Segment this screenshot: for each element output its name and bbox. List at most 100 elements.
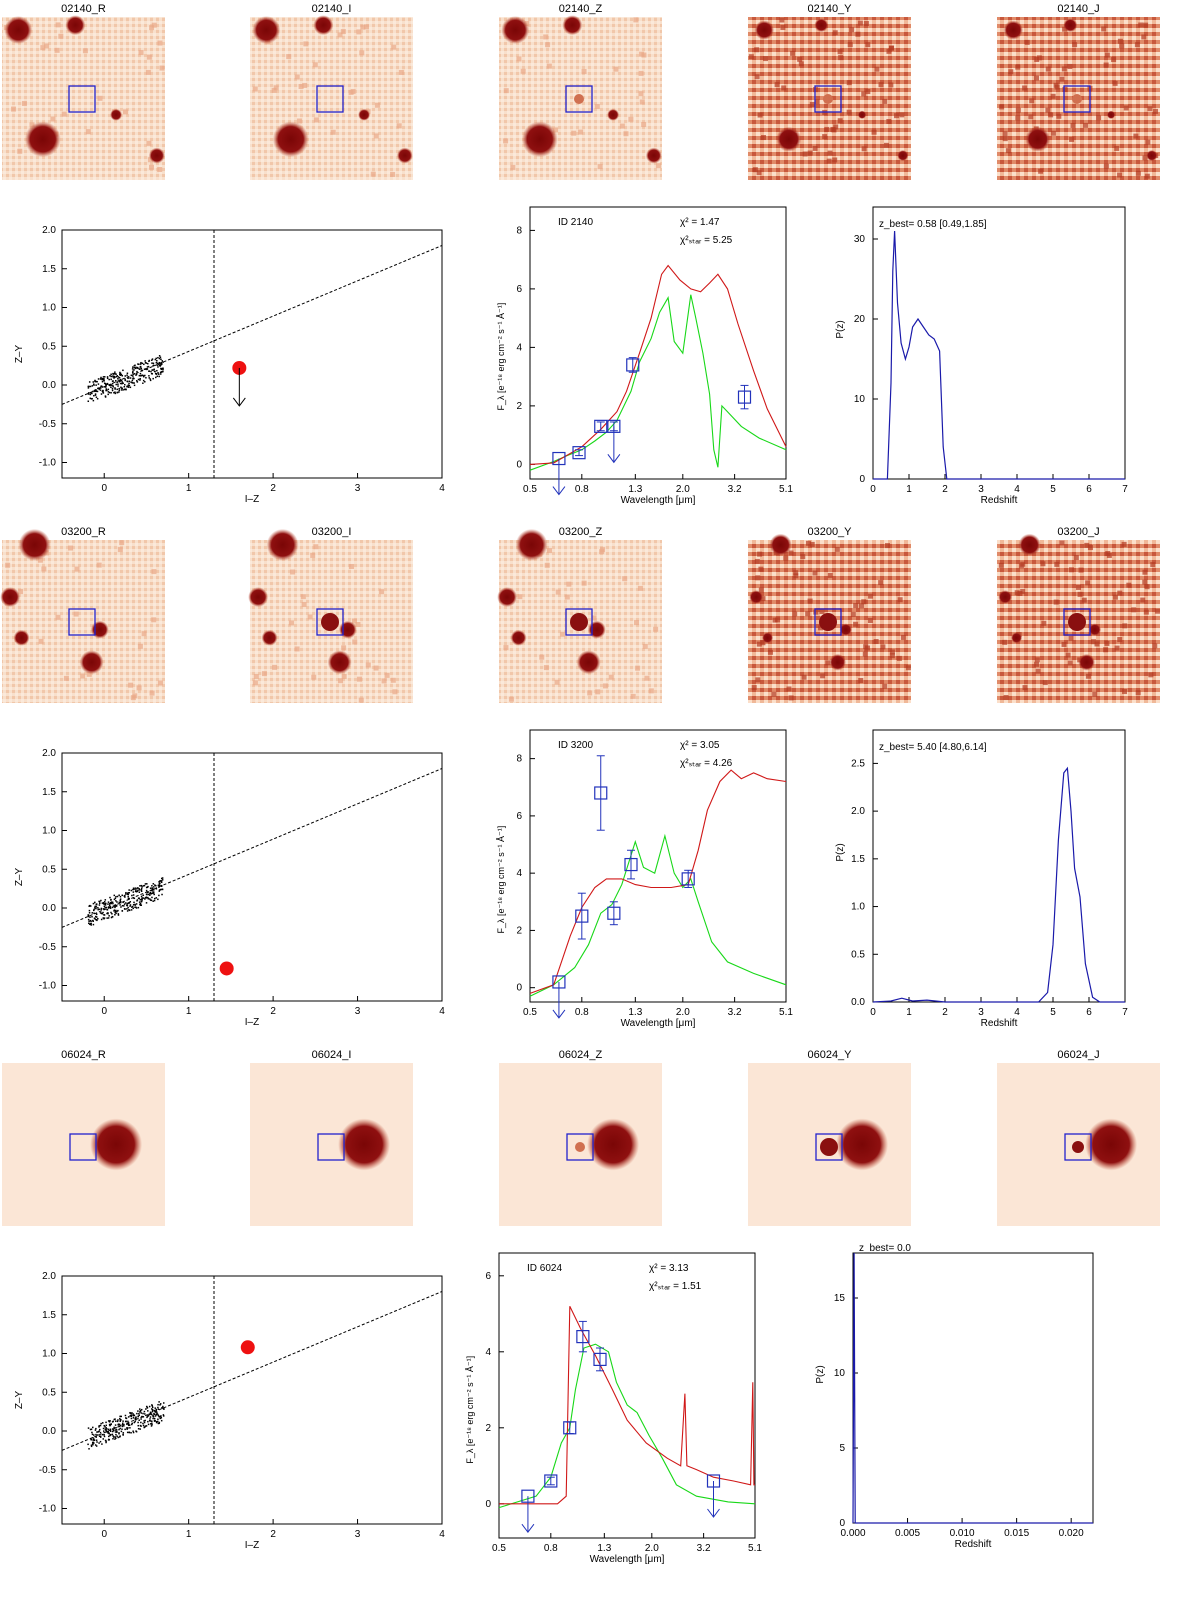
stellar-locus-point (100, 393, 103, 395)
stellar-locus-point (143, 884, 146, 887)
stamp-pixel (261, 671, 267, 677)
stellar-locus-point (115, 904, 118, 907)
stamp-neighbor-source (1088, 623, 1102, 636)
stellar-locus-point (96, 1431, 98, 1433)
stellar-locus-point (158, 364, 161, 367)
stamp-neighbor-source (148, 147, 165, 164)
stellar-locus-point (137, 378, 140, 381)
stellar-locus-point (87, 1427, 90, 1429)
stellar-locus-point (112, 1420, 114, 1423)
stellar-locus-point (89, 919, 92, 922)
stamp-pixel (653, 626, 659, 632)
stamp-pixel (1034, 657, 1040, 663)
stellar-template-curve (529, 294, 787, 471)
stamp-pixel (797, 56, 803, 62)
y-tick-label: 1.5 (851, 854, 865, 865)
stellar-locus-point (142, 894, 145, 897)
stamp-pixel (754, 47, 760, 53)
stamp-pixel (1112, 594, 1118, 600)
x-tick-label: 1 (186, 1006, 192, 1017)
stellar-locus-point (158, 1415, 161, 1418)
stellar-locus-point (149, 1411, 152, 1414)
stamp-pixel (905, 665, 911, 671)
stellar-locus-point (143, 1426, 145, 1429)
galaxy-template-curve (499, 1305, 755, 1505)
stellar-locus-point (148, 1420, 151, 1422)
object-panel-03200: 03200_R 03200_I 03200_Z 03200_Y 03200_J 0 1 2 3 4… (0, 526, 1160, 1029)
stellar-locus-point (157, 1422, 160, 1425)
stellar-locus-point (132, 907, 134, 910)
stamp-pixel (1050, 130, 1056, 136)
color-color-plot: 0 1 2 3 4 -1.0 -0.5 0.0 0.5 1.0 1.5 2.0 I–Z Z–Y (14, 1271, 445, 1551)
stamp-neighbor-source (562, 15, 583, 36)
stellar-locus-point (116, 375, 119, 377)
stellar-locus-point (114, 391, 116, 393)
stellar-locus-point (156, 362, 159, 365)
stellar-locus-point (102, 1438, 105, 1440)
stellar-locus-point (103, 1434, 105, 1436)
stellar-locus-point (121, 382, 123, 385)
stamp-pixel (1070, 122, 1076, 128)
stellar-locus-point (128, 382, 130, 385)
stamp-pixel (772, 617, 778, 623)
stellar-locus-point (92, 381, 95, 383)
stamp-pixel (760, 135, 766, 141)
plot-frame (872, 206, 1126, 480)
stellar-locus-point (134, 1418, 137, 1421)
object-id-label: ID 3200 (558, 740, 593, 751)
stellar-locus-point (116, 381, 118, 384)
stellar-locus-point (125, 1417, 128, 1420)
stamp-pixel (543, 34, 549, 40)
stamp-pixel (608, 674, 614, 680)
stellar-locus-point (98, 387, 100, 389)
stellar-locus-point (104, 1439, 107, 1442)
stellar-locus-point (114, 906, 116, 909)
stellar-locus-point (154, 884, 156, 886)
stellar-locus-point (151, 362, 153, 364)
stamp-pixel (1154, 608, 1160, 614)
stellar-locus-point (158, 881, 160, 883)
stamp-pixel (1034, 75, 1040, 81)
stellar-locus-point (95, 1433, 97, 1436)
stamp-pixel (889, 653, 895, 659)
stellar-locus-point (112, 376, 114, 378)
stamp-02140_Y: 02140_Y (748, 3, 911, 180)
stamp-pixel (356, 29, 362, 35)
stamp-pixel (767, 649, 773, 655)
stellar-locus-point (131, 894, 133, 897)
stellar-locus-point (146, 891, 149, 894)
stamp-pixel (1150, 562, 1156, 568)
stellar-locus-point (132, 1417, 135, 1419)
stellar-locus-point (91, 392, 93, 395)
stamp-pixel (619, 123, 625, 129)
sed-plot: 0.5 0.8 1.3 2.0 3.2 5.1 0 2 4 6 8 Wavelength [μm] F_… (496, 729, 793, 1029)
stellar-locus-point (162, 368, 164, 371)
stamp-pixel (503, 645, 509, 651)
upper-limit-arrowhead (607, 454, 621, 464)
stellar-locus-point (139, 904, 142, 906)
stellar-locus-point (151, 888, 154, 891)
plot-frame (61, 1275, 443, 1525)
stamp-aperture-box (1063, 85, 1091, 113)
stellar-locus-point (100, 908, 102, 911)
stellar-locus-point (139, 363, 142, 365)
y-tick-label: 0.5 (42, 864, 56, 875)
stellar-locus-point (99, 378, 102, 380)
stellar-locus-point (140, 375, 142, 377)
stamp-pixel (630, 693, 636, 699)
stellar-locus-point (121, 894, 123, 897)
stellar-locus-point (118, 1432, 120, 1434)
y-tick-label: 6 (516, 811, 522, 822)
stamp-pixel (1028, 114, 1034, 120)
stellar-locus-point (149, 378, 152, 380)
stellar-locus-point (140, 369, 143, 371)
stellar-locus-point (127, 897, 130, 900)
stamp-pixel (838, 55, 844, 61)
pz-curve (852, 1252, 1093, 1524)
stellar-locus-point (102, 901, 105, 904)
stellar-locus-point (151, 1408, 153, 1410)
stamp-pixel (539, 654, 545, 660)
stamp-pixel (837, 118, 843, 124)
stellar-locus-point (140, 361, 142, 364)
upper-limit-arrowhead (707, 1508, 720, 1518)
